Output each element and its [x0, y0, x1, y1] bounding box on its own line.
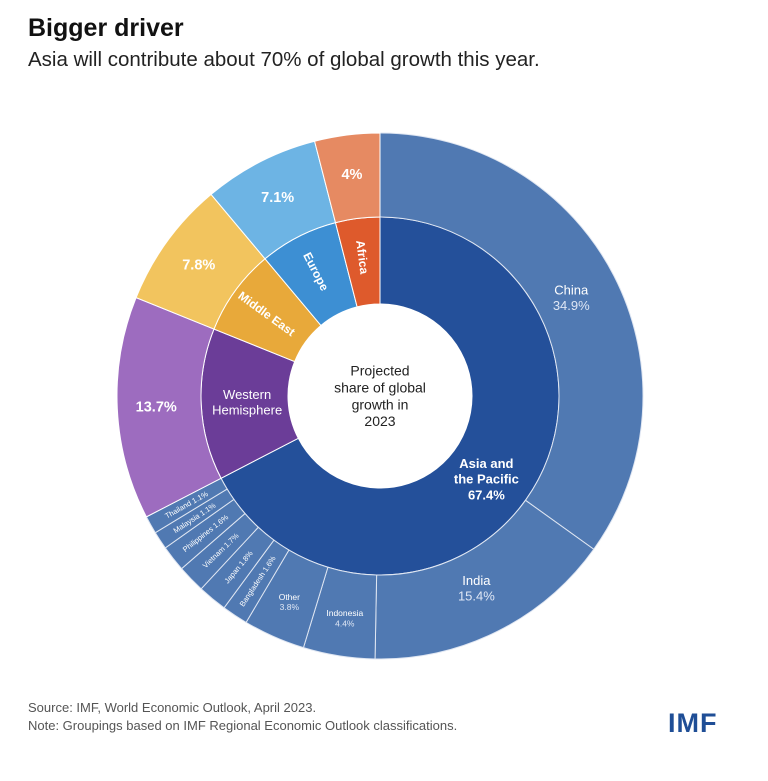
value-label-europe: 7.1% — [261, 190, 294, 206]
value-label-western-hemisphere: 13.7% — [136, 400, 177, 416]
region-label-western-hemisphere: Western Hemisphere — [212, 387, 282, 418]
chart-title: Bigger driver — [28, 14, 184, 42]
region-label-asia: Asia and the Pacific 67.4% — [454, 456, 519, 502]
imf-logo: IMF — [668, 708, 718, 738]
label-china: China 34.9% — [553, 283, 590, 314]
region-label-africa: Africa — [353, 239, 371, 275]
label-india: India 15.4% — [458, 573, 495, 604]
outer-slice-africa — [313, 132, 381, 224]
chart-subtitle: Asia will contribute about 70% of global… — [28, 48, 540, 71]
center-label: Projected share of global growth in 2023 — [334, 363, 426, 429]
grouping-note: Note: Groupings based on IMF Regional Ec… — [28, 718, 458, 733]
source-note: Source: IMF, World Economic Outlook, Apr… — [28, 700, 317, 715]
label-other: Other 3.8% — [279, 592, 300, 612]
outer-slice-china — [379, 132, 644, 550]
value-label-africa: 4% — [341, 167, 362, 183]
value-label-middle-east: 7.8% — [182, 257, 215, 273]
center-hole — [288, 304, 472, 488]
label-indonesia: Indonesia 4.4% — [326, 608, 363, 628]
